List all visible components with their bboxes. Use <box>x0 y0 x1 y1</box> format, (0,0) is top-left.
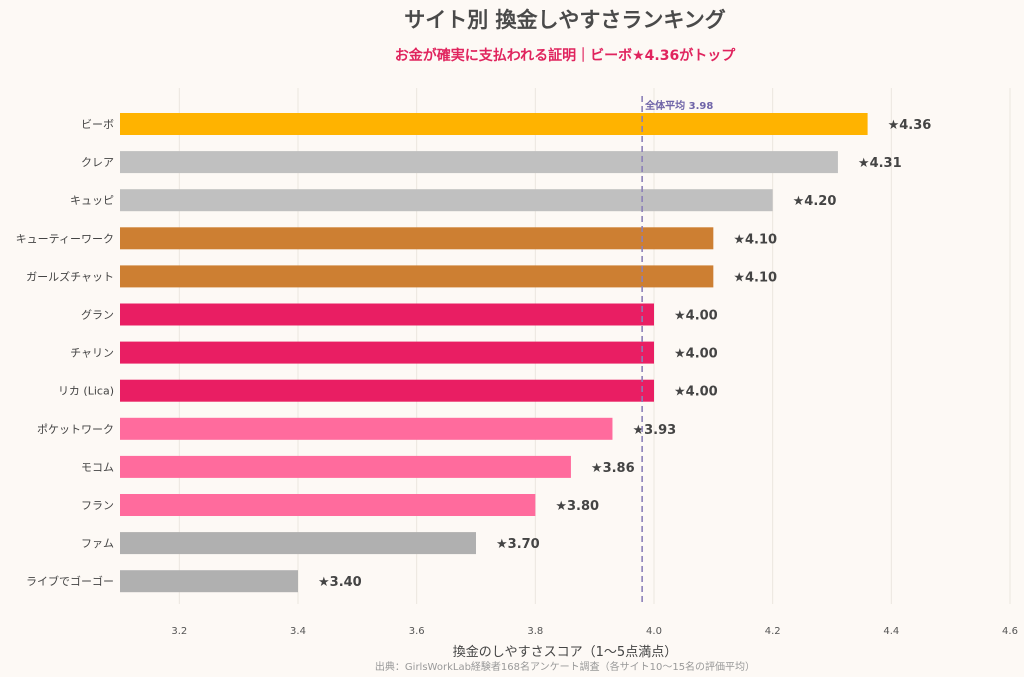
category-label: クレア <box>81 156 114 169</box>
bar <box>120 113 868 135</box>
category-label: グラン <box>81 308 114 322</box>
category-label: ライブでゴーゴー <box>26 574 114 588</box>
value-label: ★3.86 <box>591 461 635 476</box>
category-label: ビーボ <box>81 118 114 131</box>
category-label: モコム <box>81 461 114 474</box>
bar <box>120 417 613 440</box>
bar <box>120 494 536 516</box>
category-label: キュッピ <box>70 194 114 207</box>
category-label: キューティーワーク <box>16 232 114 245</box>
category-label: ファム <box>81 537 114 550</box>
bar <box>120 189 773 212</box>
x-tick-label: 4.2 <box>765 626 781 637</box>
value-label: ★4.00 <box>674 309 718 324</box>
x-axis-label: 換金のしやすさスコア（1〜5点満点） <box>452 645 678 660</box>
value-label: ★4.31 <box>858 156 902 171</box>
value-label: ★3.40 <box>318 575 362 590</box>
value-label: ★3.80 <box>555 499 599 514</box>
category-label: フラン <box>81 499 114 512</box>
bar <box>120 151 838 174</box>
value-label: ★3.93 <box>632 423 676 438</box>
value-label: ★4.10 <box>733 270 777 285</box>
x-tick-label: 4.6 <box>1002 626 1018 637</box>
bar <box>120 227 714 250</box>
chart-title: サイト別 換金しやすさランキング <box>404 8 726 32</box>
category-label: ガールズチャット <box>26 269 114 283</box>
bar <box>120 265 714 288</box>
bar <box>120 570 298 593</box>
value-label: ★4.20 <box>793 194 837 209</box>
average-reference-label: 全体平均 3.98 <box>644 99 713 112</box>
value-label: ★4.00 <box>674 347 718 362</box>
bar <box>120 379 654 402</box>
source-footnote: 出典：GirlsWorkLab経験者168名アンケート調査（各サイト10〜15名… <box>374 662 756 673</box>
x-tick-label: 4.4 <box>883 626 899 637</box>
category-label: ポケットワーク <box>37 423 114 436</box>
chart-subtitle: お金が確実に支払われる証明｜ビーボ★4.36がトップ <box>394 48 736 64</box>
x-tick-label: 3.6 <box>409 626 425 637</box>
category-label: チャリン <box>70 347 114 360</box>
value-label: ★3.70 <box>496 537 540 552</box>
x-tick-label: 3.2 <box>171 626 187 637</box>
x-tick-label: 3.8 <box>527 626 543 637</box>
bar <box>120 341 654 364</box>
category-label: リカ (Lica) <box>58 385 114 398</box>
x-tick-label: 4.0 <box>646 626 662 637</box>
bar <box>120 455 571 478</box>
bar <box>120 303 654 326</box>
x-tick-label: 3.4 <box>290 626 306 637</box>
bar <box>120 532 476 555</box>
value-label: ★4.10 <box>733 232 777 247</box>
value-label: ★4.36 <box>888 118 932 133</box>
value-label: ★4.00 <box>674 385 718 400</box>
